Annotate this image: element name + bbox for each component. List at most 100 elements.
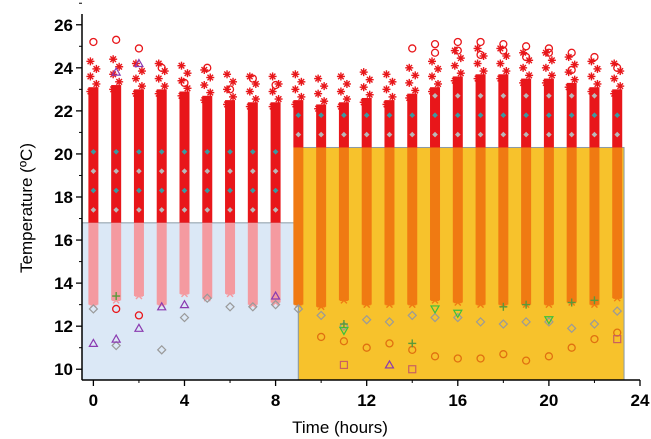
cluster-marker [477,92,484,99]
asterisk-marker [365,75,374,84]
asterisk-stroke [519,49,527,57]
bar-upper-segment [133,89,144,223]
bar-lower-segment [612,147,623,299]
asterisk-marker [590,301,599,309]
cluster-marker [591,112,598,119]
asterisk-stroke [343,80,351,88]
bar-upper-segment [156,89,167,223]
asterisk-marker [479,67,488,76]
asterisk-stroke [477,301,485,309]
asterisk-marker [519,63,528,72]
asterisk-stroke [451,77,459,85]
asterisk-stroke [314,90,322,97]
asterisk-stroke [428,73,436,80]
diamond-marker [384,317,395,327]
range-bar [473,44,488,309]
asterisk-marker [223,100,232,109]
circle-marker [567,48,576,57]
cluster-marker [523,92,529,99]
asterisk-marker [291,70,300,79]
asterisk-marker [610,89,619,98]
triangle-marker [111,66,122,76]
asterisk-marker [320,97,329,106]
cluster-marker [90,148,97,155]
asterisk-marker [180,290,189,298]
circle-marker [544,44,554,53]
asterisk-marker [450,76,459,85]
asterisk-stroke [337,103,345,110]
bar-lower-segment [247,222,258,305]
asterisk-stroke [519,64,527,72]
asterisk-marker [547,71,556,80]
asterisk-stroke [431,296,439,304]
cluster-marker [204,148,211,155]
bar-lower-segment [111,222,122,301]
x-tick-label: 16 [448,391,467,410]
asterisk-marker [473,74,482,83]
range-bar [314,74,329,311]
range-bar [450,46,465,306]
x-tick-label: 20 [539,391,558,410]
asterisk-marker [359,68,368,77]
asterisk-marker [342,79,351,88]
asterisk-stroke [428,88,436,95]
asterisk-marker [183,69,192,78]
asterisk-marker [251,95,260,104]
cluster-marker [341,131,347,138]
asterisk-marker [92,64,101,73]
asterisk-marker [428,87,437,96]
asterisk-stroke [503,52,510,60]
cluster-marker [113,148,119,155]
asterisk-marker [134,292,143,300]
range-bar [336,72,351,304]
cluster-marker [272,148,279,155]
asterisk-stroke [610,75,618,82]
asterisk-stroke [184,69,191,77]
range-bar [131,59,146,300]
bar-lower-segment [88,222,99,305]
asterisk-stroke [138,67,146,75]
circle-marker [430,352,440,361]
circle-marker [157,63,166,72]
bar-upper-segment [293,100,304,148]
asterisk-marker [541,78,550,87]
asterisk-stroke [548,72,556,79]
y-axis-title: Temperature (ºC) [17,143,36,273]
asterisk-marker [336,102,345,111]
circle-marker [453,46,462,55]
asterisk-marker [268,87,277,96]
asterisk-marker [547,56,556,65]
bar-lower-segment [270,222,281,303]
asterisk-stroke [383,70,390,78]
asterisk-marker [587,72,596,81]
circle-marker [521,52,531,62]
asterisk-stroke [115,78,123,86]
circle-marker [590,52,599,62]
cluster-marker [136,187,142,194]
bar-lower-segment [202,222,213,299]
cluster-marker [591,92,598,99]
asterisk-stroke [588,88,595,95]
asterisk-marker [314,74,323,83]
asterisk-marker [86,72,95,81]
cluster-marker [318,131,324,138]
asterisk-stroke [545,301,553,309]
asterisk-stroke [138,82,146,90]
range-bar [177,61,192,298]
asterisk-stroke [340,296,348,304]
bar-upper-segment [612,89,623,148]
circle-marker [203,63,212,72]
asterisk-stroke [385,301,393,309]
asterisk-stroke [252,80,260,88]
circle-marker [248,74,257,83]
diamond-marker [179,312,190,323]
cluster-marker [568,131,575,138]
circle-marker [89,37,98,47]
triangle-down-marker [543,316,554,325]
circle-marker [613,63,622,72]
asterisk-marker [336,72,345,81]
asterisk-marker [434,79,443,88]
range-bar [245,72,260,309]
diamond-marker [316,310,326,321]
asterisk-stroke [610,60,618,67]
